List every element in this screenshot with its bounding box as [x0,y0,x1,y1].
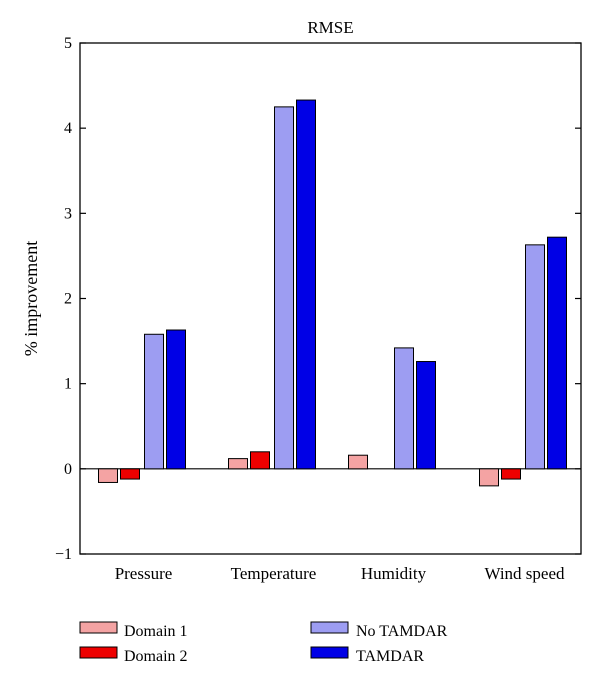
bar-domain-1-humidity [348,454,368,470]
x-category-label: Humidity [361,564,427,583]
bar-tamdar-humidity [416,361,436,470]
bar-domain-1-temperature [228,458,248,470]
legend-label: TAMDAR [356,648,424,665]
y-tick-label: −1 [55,546,72,563]
bars-group [98,99,567,487]
bar-no-tamdar-temperature [274,106,294,470]
bar-domain-2-wind-speed [501,468,521,480]
x-category-label: Temperature [231,564,317,583]
bar-tamdar-pressure [166,329,186,470]
y-tick-label: 1 [64,376,72,393]
legend: Domain 1 Domain 2 No TAMDAR TAMDAR [79,621,448,665]
legend-swatch [79,646,118,659]
bar-no-tamdar-pressure [144,333,164,470]
y-axis-ticks: −1 0 1 2 3 4 5 [55,35,581,563]
y-tick-label: 3 [64,205,72,222]
legend-swatch [79,621,118,634]
legend-swatch [310,621,349,634]
bar-tamdar-wind-speed [547,236,567,470]
legend-label: Domain 1 [124,623,188,640]
chart-title: RMSE [307,18,353,37]
x-category-label: Wind speed [484,564,565,583]
y-axis-label: % improvement [21,241,41,356]
legend-swatch [310,646,349,659]
bar-no-tamdar-humidity [394,347,414,470]
bar-no-tamdar-wind-speed [525,244,545,470]
bar-domain-2-pressure [120,468,140,480]
legend-label: Domain 2 [124,648,188,665]
y-tick-label: 4 [64,120,72,137]
bar-domain-2-temperature [250,451,270,470]
bar-domain-1-pressure [98,468,118,483]
y-tick-label: 0 [64,461,72,478]
x-axis-category-labels: Pressure Temperature Humidity Wind speed [115,564,565,583]
bar-domain-1-wind-speed [479,468,499,487]
legend-label: No TAMDAR [356,623,448,640]
bar-tamdar-temperature [296,99,316,470]
x-category-label: Pressure [115,564,173,583]
y-tick-label: 5 [64,35,72,52]
y-tick-label: 2 [64,291,72,308]
